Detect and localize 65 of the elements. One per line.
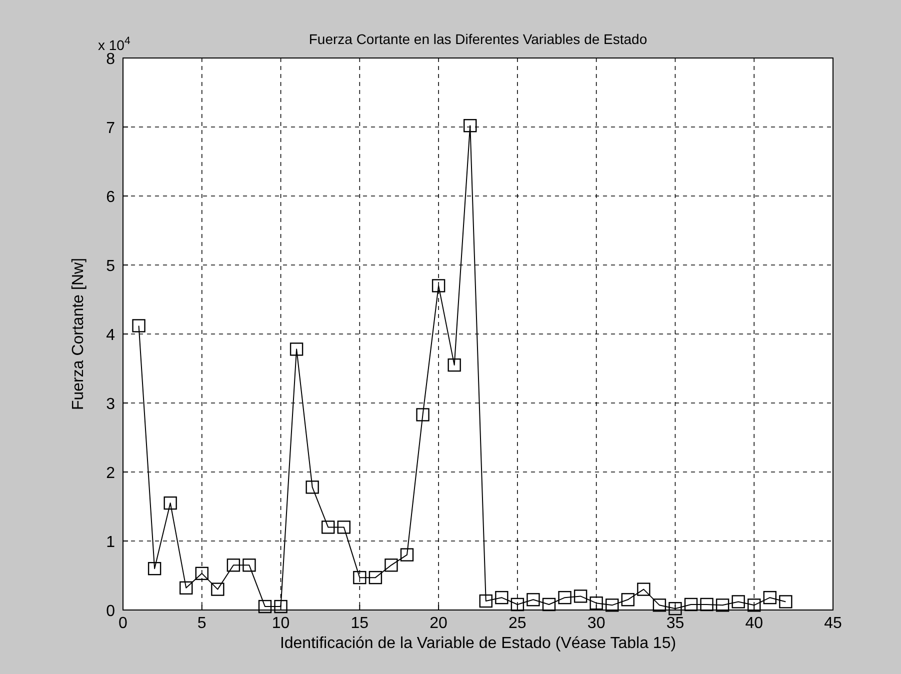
point xyxy=(621,593,634,606)
point xyxy=(258,600,272,614)
y-tick-label: 7 xyxy=(106,120,116,137)
y-axis-title: Fuerza Cortante [Nw] xyxy=(70,258,87,410)
point xyxy=(306,480,319,494)
point xyxy=(464,119,477,132)
x-tick-label: 5 xyxy=(197,615,206,632)
point xyxy=(652,598,666,612)
point xyxy=(684,598,698,612)
point xyxy=(495,590,508,604)
x-tick-label: 0 xyxy=(118,615,128,632)
point xyxy=(337,520,350,534)
point xyxy=(164,496,177,510)
point xyxy=(384,558,398,572)
y-tick-label: 2 xyxy=(106,465,116,482)
y-tick-label: 8 xyxy=(106,51,116,68)
chart-title: Fuerza Cortante en las Diferentes Variables de Estado xyxy=(308,31,648,47)
point xyxy=(148,562,162,576)
x-tick-label: 35 xyxy=(666,615,684,632)
y-tick-label: 6 xyxy=(106,189,116,206)
point xyxy=(748,598,761,612)
point xyxy=(195,566,208,580)
point xyxy=(732,595,745,608)
point xyxy=(716,598,730,612)
text: x 10$^{4}$ xyxy=(98,35,130,53)
point xyxy=(322,520,335,534)
point xyxy=(763,590,776,604)
point xyxy=(132,319,146,332)
point xyxy=(606,598,619,612)
point xyxy=(274,600,288,614)
point xyxy=(558,590,572,604)
point xyxy=(226,558,240,572)
point xyxy=(416,408,430,422)
point xyxy=(400,548,414,562)
point xyxy=(637,582,650,596)
point xyxy=(211,582,224,596)
point xyxy=(448,358,461,372)
x-tick-label: 10 xyxy=(272,615,290,632)
x-tick-label: 30 xyxy=(587,615,606,632)
x-tick-label: 20 xyxy=(430,615,448,632)
x-tick-label: 40 xyxy=(745,615,764,632)
y-tick-label: 1 xyxy=(106,534,116,551)
y-tick-label: 3 xyxy=(106,396,116,413)
point xyxy=(432,279,446,292)
y-tick-label: 0 xyxy=(106,603,116,620)
point xyxy=(510,598,524,612)
y-tick-label: 4 xyxy=(106,327,116,344)
x-tick-label: 25 xyxy=(508,615,526,632)
y-tick-label: 5 xyxy=(106,258,116,275)
x-tick-label: 45 xyxy=(824,615,842,632)
point xyxy=(353,570,366,584)
point xyxy=(542,598,556,612)
point xyxy=(668,602,682,616)
point xyxy=(479,594,492,608)
point xyxy=(574,590,588,603)
point xyxy=(242,558,256,572)
point xyxy=(368,570,382,584)
point xyxy=(779,595,792,608)
x-tick-label: 15 xyxy=(350,615,369,632)
point xyxy=(526,593,540,606)
point xyxy=(290,342,304,356)
point xyxy=(700,598,714,612)
point xyxy=(590,596,603,610)
x-axis-title: Identificación de la Variable de Estado (Véase Tabla 15) xyxy=(280,635,676,652)
point xyxy=(180,581,193,595)
